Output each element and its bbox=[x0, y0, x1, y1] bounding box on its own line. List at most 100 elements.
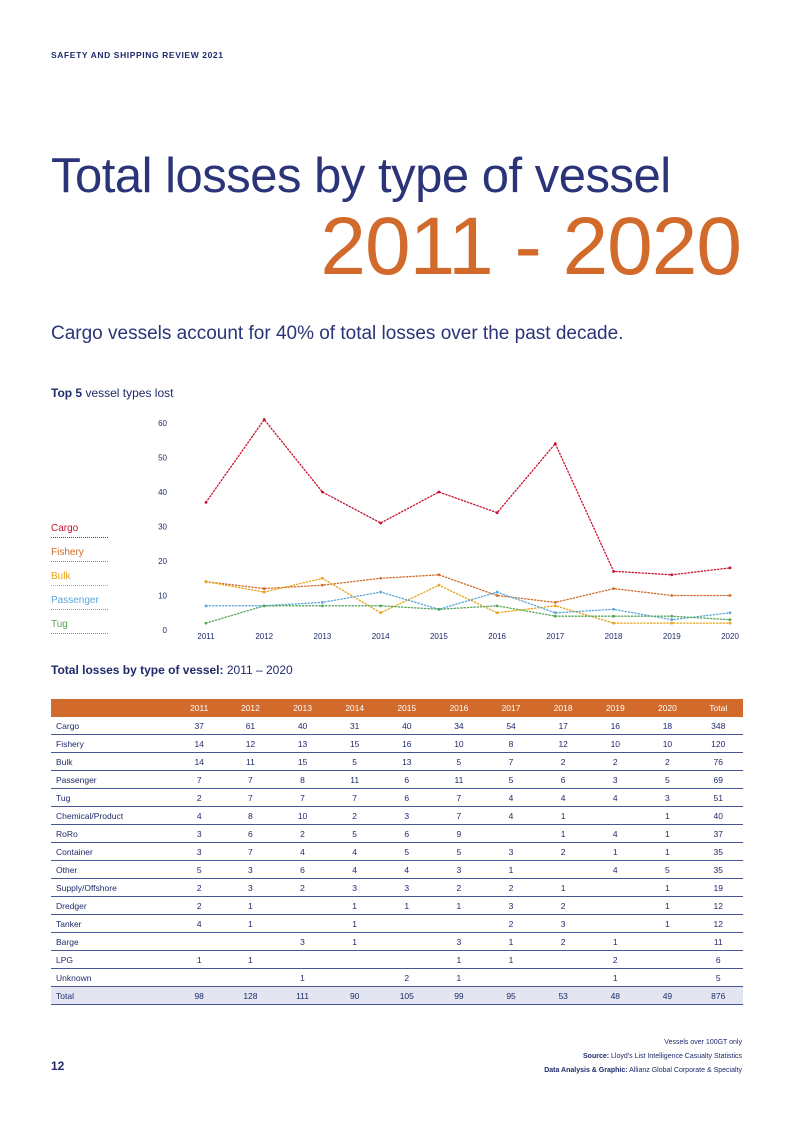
table-cell: 1 bbox=[224, 914, 277, 933]
table-cell: 2 bbox=[589, 950, 642, 969]
table-header-row: 2011 2012 2013 2014 2015 2016 2017 2018 2019 2020… bbox=[51, 699, 743, 717]
table-cell: 7 bbox=[432, 788, 485, 807]
series-line-fishery bbox=[205, 574, 731, 604]
table-cell: 76 bbox=[693, 752, 743, 771]
table-row: Dredger 2 1 1 1 1 3 2 1 12 bbox=[51, 896, 743, 915]
table-row: Supply/Offshore 2 3 2 3 3 2 2 1 1 19 bbox=[51, 878, 743, 897]
table-cell: 7 bbox=[224, 770, 277, 789]
table-header-2011: 2011 bbox=[174, 699, 225, 717]
table-cell bbox=[380, 914, 433, 933]
table-cell: 5 bbox=[693, 968, 743, 987]
table-cell: 5 bbox=[484, 770, 538, 789]
table-header-total: Total bbox=[693, 699, 743, 717]
row-label: Unknown bbox=[51, 968, 174, 987]
table-cell: 348 bbox=[693, 717, 743, 735]
table-cell: 2 bbox=[537, 896, 590, 915]
table-cell: 37 bbox=[174, 717, 225, 735]
table-cell: 7 bbox=[224, 842, 277, 861]
table-cell: 40 bbox=[693, 806, 743, 825]
data-point-cargo bbox=[495, 511, 499, 515]
row-label: Total bbox=[51, 986, 174, 1005]
table-cell: 14 bbox=[174, 734, 225, 753]
table-cell: 876 bbox=[693, 986, 743, 1005]
table-cell: 10 bbox=[641, 734, 694, 753]
row-label: Dredger bbox=[51, 896, 174, 915]
data-point-passenger bbox=[728, 611, 732, 615]
table-cell: 11 bbox=[693, 932, 743, 951]
table-cell: 4 bbox=[537, 788, 590, 807]
table-cell: 35 bbox=[693, 860, 743, 879]
table-cell: 6 bbox=[224, 824, 277, 843]
table-cell: 7 bbox=[276, 788, 329, 807]
x-tick-label: 2013 bbox=[314, 632, 332, 641]
table-cell: 9 bbox=[432, 824, 485, 843]
table-cell: 1 bbox=[589, 932, 642, 951]
table-cell: 3 bbox=[328, 878, 381, 897]
table-cell bbox=[224, 968, 277, 987]
table-cell bbox=[589, 806, 642, 825]
table-cell: 12 bbox=[224, 734, 277, 753]
table-cell: 1 bbox=[589, 968, 642, 987]
table-cell: 2 bbox=[484, 878, 538, 897]
table-cell: 34 bbox=[432, 717, 485, 735]
table-cell: 15 bbox=[276, 752, 329, 771]
table-cell: 6 bbox=[537, 770, 590, 789]
data-point-fishery bbox=[670, 594, 674, 597]
table-cell: 12 bbox=[693, 896, 743, 915]
table-cell: 2 bbox=[589, 752, 642, 771]
table-row: Cargo 37 61 40 31 40 34 54 17 16 18 348 bbox=[51, 717, 743, 735]
table-cell: 3 bbox=[589, 770, 642, 789]
table-cell bbox=[276, 914, 329, 933]
table-cell: 8 bbox=[276, 770, 329, 789]
table-cell: 105 bbox=[380, 986, 433, 1005]
table-cell bbox=[380, 932, 433, 951]
table-cell: 8 bbox=[484, 734, 538, 753]
data-point-tug bbox=[612, 614, 615, 618]
table-cell: 2 bbox=[432, 878, 485, 897]
data-point-fishery bbox=[495, 594, 499, 597]
vessels-note: Vessels over 100GT only bbox=[664, 1039, 742, 1046]
table-cell: 3 bbox=[484, 896, 538, 915]
page-subtitle: Cargo vessels account for 40% of total l… bbox=[51, 323, 624, 344]
legend-swatch-passenger bbox=[51, 609, 108, 610]
data-point-tug bbox=[495, 604, 499, 608]
table-cell: 10 bbox=[432, 734, 485, 753]
row-label: LPG bbox=[51, 950, 174, 969]
data-point-passenger bbox=[321, 601, 324, 604]
table-row: Container 3 7 4 4 5 5 3 2 1 1 35 bbox=[51, 842, 743, 861]
table-cell: 1 bbox=[641, 896, 694, 915]
losses-table: 2011 2012 2013 2014 2015 2016 2017 2018 2019 2020… bbox=[51, 699, 743, 1005]
table-cell: 11 bbox=[432, 770, 485, 789]
data-point-tug bbox=[437, 607, 441, 611]
y-tick-label: 40 bbox=[158, 488, 167, 497]
data-point-tug bbox=[553, 614, 557, 618]
table-row: Chemical/Product 4 8 10 2 3 7 4 1 1 40 bbox=[51, 806, 743, 825]
table-cell: 40 bbox=[380, 717, 433, 735]
table-cell: 98 bbox=[174, 986, 225, 1005]
table-cell: 31 bbox=[328, 717, 381, 735]
table-cell: 14 bbox=[174, 752, 225, 771]
table-cell: 1 bbox=[328, 914, 381, 933]
table-header-2014: 2014 bbox=[328, 699, 381, 717]
data-point-cargo bbox=[553, 442, 557, 446]
table-cell: 2 bbox=[537, 752, 590, 771]
table-cell: 5 bbox=[328, 824, 381, 843]
data-point-passenger bbox=[379, 590, 383, 594]
legend-label-tug: Tug bbox=[51, 619, 68, 630]
table-cell: 5 bbox=[432, 842, 485, 861]
source-line: Source: Lloyd’s List Intelligence Casual… bbox=[544, 1050, 742, 1064]
table-cell: 2 bbox=[380, 968, 433, 987]
data-point-cargo bbox=[670, 573, 674, 577]
legend-swatch-tug bbox=[51, 633, 108, 634]
table-header-2017: 2017 bbox=[484, 699, 538, 717]
table-cell bbox=[328, 950, 381, 969]
data-point-cargo bbox=[262, 418, 266, 421]
data-point-tug bbox=[670, 614, 674, 618]
table-cell bbox=[537, 860, 590, 879]
table-cell bbox=[641, 968, 694, 987]
table-cell bbox=[224, 932, 277, 951]
table-cell: 12 bbox=[693, 914, 743, 933]
table-cell: 7 bbox=[174, 770, 225, 789]
table-cell: 4 bbox=[276, 842, 329, 861]
data-point-bulk bbox=[728, 621, 732, 625]
